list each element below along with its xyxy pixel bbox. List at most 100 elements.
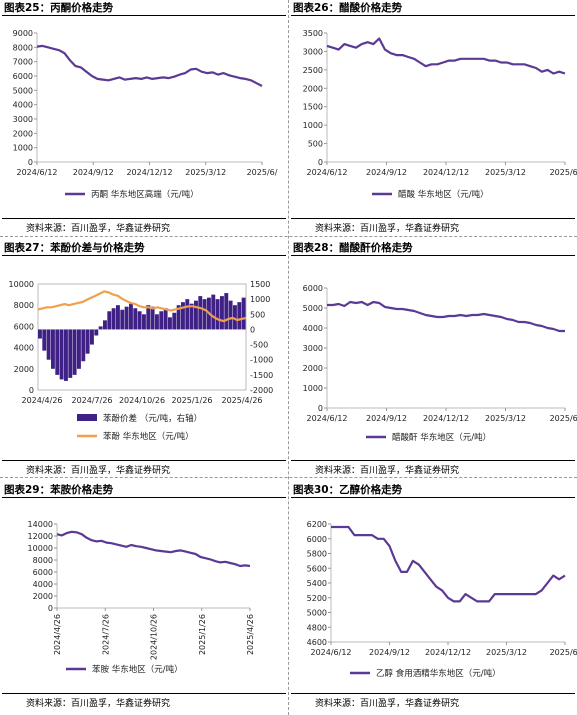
y-tick-label: 1000 [303, 384, 323, 393]
chart-title: 图表30：乙醇价格走势 [293, 484, 403, 496]
y-tick-label: 6200 [307, 520, 327, 529]
legend-label: 苯酚价差 （元/吨，右轴） [103, 413, 202, 424]
spread-bar [98, 326, 103, 330]
title-rule [291, 497, 575, 498]
spread-bar [85, 329, 90, 354]
spread-bar [150, 306, 155, 330]
x-tick-label: 2024/9/12 [369, 648, 410, 657]
x-tick-label: 2024/6/12 [306, 414, 347, 423]
y-tick-label: 3000 [13, 115, 33, 124]
y-tick-label: 0 [28, 158, 33, 167]
y-tick-label: 5600 [307, 564, 327, 573]
panel-divider-row1 [0, 236, 577, 237]
y-tick-label: 0 [318, 404, 323, 413]
legend-label: 丙酮 华东地区高端（元/吨） [91, 189, 199, 200]
spread-bar [55, 329, 60, 375]
x-tick-label: 2024/12/12 [126, 168, 172, 177]
spread-bar [103, 320, 107, 330]
x-tick-label: 2025/3/12 [485, 168, 526, 177]
y-tick-label: 5000 [307, 609, 327, 618]
x-tick-label: 2025/3/12 [485, 414, 526, 423]
chart-source: 资料来源：百川盈孚，华鑫证券研究 [26, 466, 171, 476]
chart-source: 资料来源：百川盈孚，华鑫证券研究 [26, 224, 171, 234]
x-tick-label: 2024/6/12 [310, 648, 351, 657]
title-rule [2, 497, 286, 498]
source-rule [291, 218, 575, 219]
spread-bar [137, 311, 142, 330]
ethanol-price-chart: 4600 4800 5000 5200 5400 5600 5800 6000 6200 2024… [307, 520, 577, 679]
chart-title: 图表25：丙酮价格走势 [4, 2, 114, 14]
spread-bar [185, 299, 190, 330]
spread-bar [46, 329, 51, 360]
y-tick-label: 2000 [33, 592, 53, 601]
y-tick-label: 7000 [13, 58, 33, 67]
acetic-anhydride-price-chart: 0 1000 2000 3000 4000 5000 6000 2024/6/12 2024/9… [303, 284, 577, 443]
spread-bar [142, 314, 146, 330]
spread-bar [198, 296, 203, 330]
x-tick-label: 2024/12/12 [425, 648, 471, 657]
y-tick-label: 14000 [28, 520, 53, 529]
spread-bar [146, 305, 151, 330]
y-tick-label: 4600 [307, 638, 327, 647]
chart-panel-ethanol: 图表30：乙醇价格走势 4600 4800 5000 5200 5400 5600 5800… [289, 482, 577, 715]
x-tick-label: 2025/6/ [247, 168, 278, 177]
y-tick-label: 0 [318, 158, 323, 167]
spread-bar [233, 305, 237, 330]
series-line [327, 300, 565, 333]
chart-panel-aniline: 图表29：苯胺价格走势 0 2000 4000 6000 8000 10000 12000 1… [0, 482, 288, 715]
spread-bar [68, 329, 73, 378]
spread-bar [228, 300, 233, 330]
legend-swatch [77, 414, 97, 421]
x-tick-label: 2024/9/12 [366, 414, 407, 423]
y2-tick-label: -2000 [250, 386, 273, 395]
x-tick-label: 2025/4/26 [246, 614, 255, 655]
y-tick-label: 9000 [13, 29, 33, 38]
spread-bar [124, 306, 129, 330]
x-tick-label: 2025/1/26 [171, 396, 212, 405]
y-tick-label: 4000 [303, 324, 323, 333]
x-tick-label: 2025/6/ [550, 414, 577, 423]
source-rule [2, 460, 286, 461]
spread-bar [181, 302, 185, 330]
title-rule [291, 15, 575, 16]
y-tick-label: 4000 [14, 344, 34, 353]
y-tick-label: 2000 [303, 364, 323, 373]
x-tick-label: 2024/9/12 [73, 168, 114, 177]
y-tick-label: 8000 [14, 301, 34, 310]
chart-panel-acetic-acid: 图表26：醋酸价格走势 0 500 1000 1500 2000 2500 3000 3500… [289, 0, 577, 235]
x-tick-label: 2025/6/ [550, 648, 577, 657]
spread-bar [133, 308, 138, 330]
legend-label: 苯酚 华东地区（元/吨） [103, 431, 194, 442]
y-tick-label: 1000 [303, 121, 323, 130]
phenol-spread-price-chart: 0200040006000800010000-2000-1500-1000-50… [9, 280, 274, 442]
y-tick-label: 3000 [303, 344, 323, 353]
y2-tick-label: -500 [250, 341, 268, 350]
chart-title: 图表27：苯酚价差与价格走势 [4, 242, 145, 254]
x-tick-label: 2025/6/ [550, 168, 577, 177]
legend-label: 乙醇 食用酒精华东地区（元/吨） [376, 668, 501, 679]
y-tick-label: 5200 [307, 594, 327, 603]
x-tick-label: 2024/10/26 [119, 396, 165, 405]
x-tick-label: 2025/3/12 [185, 168, 226, 177]
y-tick-label: 5800 [307, 550, 327, 559]
x-tick-label: 2024/4/26 [53, 614, 62, 655]
y-tick-label: 2000 [303, 84, 323, 93]
series-line [331, 525, 566, 603]
y-tick-label: 8000 [33, 556, 53, 565]
spread-bar [116, 305, 120, 330]
y-tick-label: 6000 [13, 72, 33, 81]
y2-tick-label: 0 [250, 325, 255, 334]
y-tick-label: 4000 [13, 101, 33, 110]
spread-bar [81, 329, 86, 362]
spread-bar [215, 299, 220, 330]
spread-bar [111, 308, 116, 330]
chart-panel-phenol: 图表27：苯酚价差与价格走势 0 2000 4000 6000 8000 10000 -20… [0, 240, 288, 476]
spread-bar [176, 305, 181, 330]
spread-bar [72, 329, 77, 375]
spread-bar [237, 302, 242, 330]
y-tick-label: 500 [308, 140, 323, 149]
spread-bar [163, 308, 168, 330]
spread-bar [42, 329, 47, 351]
x-tick-label: 2024/4/26 [21, 396, 62, 405]
y-tick-label: 4800 [307, 623, 327, 632]
